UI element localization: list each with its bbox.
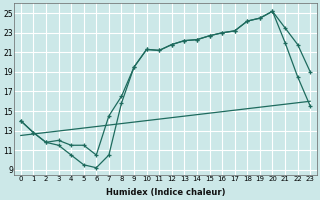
X-axis label: Humidex (Indice chaleur): Humidex (Indice chaleur) — [106, 188, 225, 197]
